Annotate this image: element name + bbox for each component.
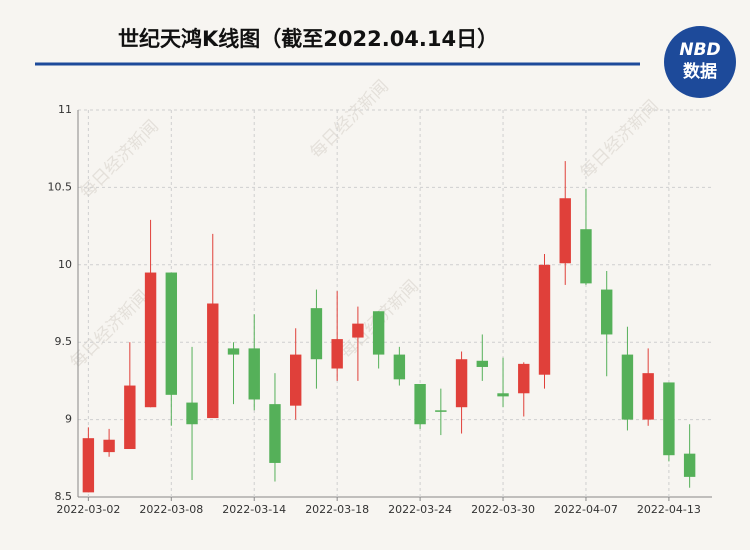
candle-body <box>165 272 178 395</box>
candle-body <box>518 363 530 394</box>
y-tick-label: 10.5 <box>48 180 73 193</box>
candle-body <box>207 303 219 419</box>
candle-body <box>289 354 302 406</box>
x-tick-label: 2022-04-07 <box>554 503 618 516</box>
y-tick-label: 9.5 <box>55 335 73 348</box>
candle-body <box>580 229 592 284</box>
x-tick-label: 2022-03-02 <box>56 503 120 516</box>
candle-body <box>103 439 115 453</box>
candle-body <box>642 373 654 420</box>
candle-body <box>82 438 95 493</box>
candle-body <box>124 385 136 450</box>
candle-body <box>621 354 634 420</box>
y-tick-label: 9 <box>65 413 72 426</box>
candle-body <box>144 272 157 408</box>
candle-body <box>476 360 489 367</box>
candle-body <box>538 264 551 375</box>
chart-title: 世纪天鸿K线图（截至2022.04.14日） <box>118 27 498 51</box>
candle-body <box>600 289 613 335</box>
candle-body <box>683 453 696 477</box>
x-tick-label: 2022-03-30 <box>471 503 535 516</box>
x-tick-label: 2022-04-13 <box>637 503 701 516</box>
y-tick-label: 8.5 <box>55 490 73 503</box>
candle-body <box>455 359 468 408</box>
candle-body <box>248 348 260 400</box>
candle-body <box>393 354 406 380</box>
candle-body <box>352 323 364 338</box>
candle-body <box>269 404 281 463</box>
candle-body <box>663 382 675 456</box>
x-tick-label: 2022-03-18 <box>305 503 369 516</box>
x-tick-label: 2022-03-08 <box>139 503 203 516</box>
candle-body <box>331 339 343 369</box>
candle-body <box>497 393 509 397</box>
candle-body <box>414 383 426 425</box>
x-tick-label: 2022-03-24 <box>388 503 452 516</box>
logo-brand: NBD <box>679 40 720 60</box>
x-tick-label: 2022-03-14 <box>222 503 286 516</box>
candle-body <box>559 198 571 264</box>
candle-body <box>435 410 447 412</box>
logo-sub: 数据 <box>683 61 717 82</box>
y-tick-label: 10 <box>58 258 72 271</box>
candle-body <box>227 348 240 355</box>
logo-circle <box>664 26 736 98</box>
y-tick-label: 11 <box>58 103 72 116</box>
candle-body <box>372 311 385 355</box>
candle-body <box>310 308 323 360</box>
candle-body <box>186 402 198 425</box>
